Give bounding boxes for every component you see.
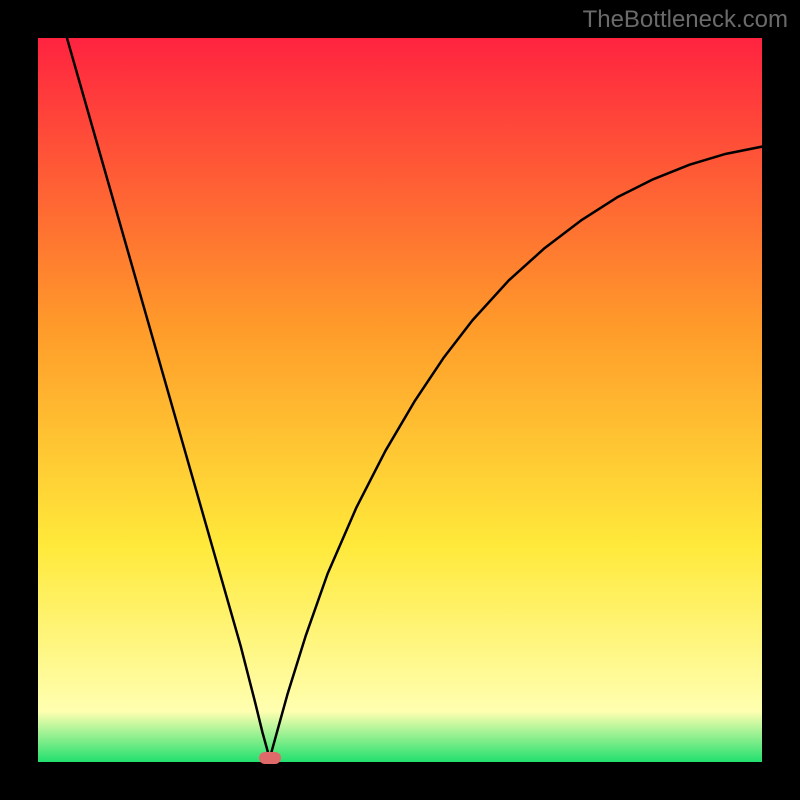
curve-path	[67, 38, 762, 758]
chart-frame	[0, 0, 800, 800]
vertex-marker	[259, 752, 281, 764]
plot-area	[38, 38, 762, 762]
bottleneck-curve	[38, 38, 762, 762]
chart-container: TheBottleneck.com	[0, 0, 800, 800]
